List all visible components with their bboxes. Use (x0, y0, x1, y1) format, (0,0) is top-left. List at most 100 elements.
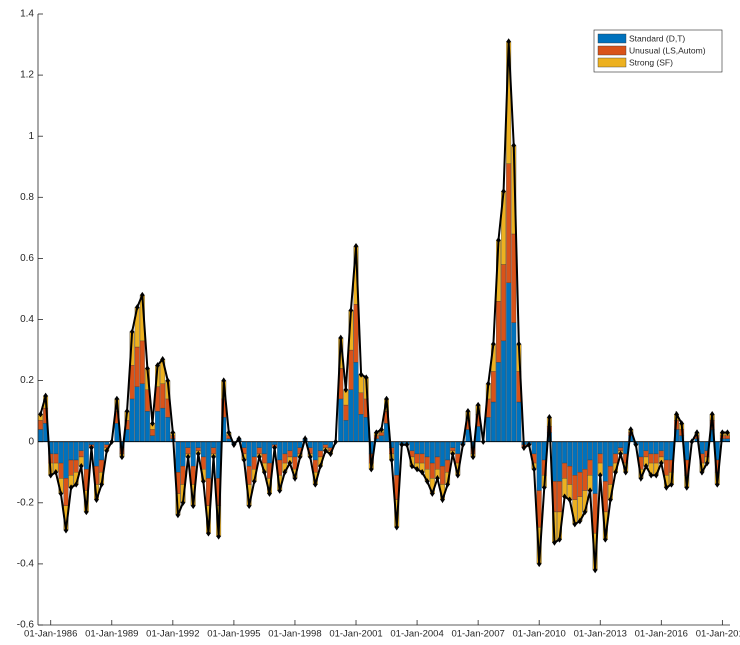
bar-segment (511, 322, 517, 442)
bar-segment (348, 389, 354, 442)
line-marker (486, 380, 491, 387)
bar-segment (577, 441, 583, 473)
bar-segment (394, 441, 400, 476)
y-tick-label: 0.8 (20, 192, 34, 203)
bar-segment (602, 441, 608, 482)
bar-segment (63, 478, 69, 507)
line-marker (262, 469, 267, 476)
line-marker (369, 465, 374, 473)
bar-segment (485, 417, 491, 442)
bar-segment (160, 383, 166, 409)
bar-segment (246, 441, 252, 467)
line-marker (104, 447, 109, 455)
line-marker (704, 459, 710, 467)
line-marker (552, 539, 557, 546)
line-marker (206, 530, 211, 537)
line-marker (73, 481, 79, 488)
line-marker (170, 429, 176, 436)
line-marker (653, 472, 659, 479)
line-marker (399, 441, 405, 448)
x-tick-label: 01-Jan-2007 (451, 629, 504, 640)
bar-segment (307, 441, 313, 448)
bar-segment (506, 163, 512, 283)
line-marker (84, 508, 89, 516)
line-marker (720, 429, 725, 436)
line-marker (43, 392, 48, 400)
bar-segment (68, 441, 74, 461)
line-marker (63, 527, 69, 534)
bar-segment (643, 441, 649, 452)
line-marker (628, 426, 634, 433)
x-tick-label: 01-Jan-2004 (390, 629, 443, 640)
line-marker (725, 429, 730, 436)
bar-segment (419, 441, 425, 455)
line-marker (358, 371, 364, 378)
line-marker (506, 38, 511, 45)
bar-segment (58, 441, 64, 464)
bar-segment (160, 407, 166, 442)
bar-segment (63, 441, 69, 479)
x-tick-label: 01-Jan-1992 (146, 629, 199, 640)
x-tick-label: 01-Jan-2001 (329, 629, 382, 640)
x-tick-label: 01-Jan-2016 (635, 629, 688, 640)
line-marker (374, 429, 379, 436)
bar-segment (618, 441, 624, 448)
line-marker (425, 478, 430, 485)
line-marker (460, 441, 466, 448)
line-marker (664, 484, 669, 491)
line-marker (307, 453, 313, 461)
line-marker (414, 465, 420, 473)
bar-segment (246, 465, 252, 485)
line-marker (221, 377, 226, 384)
bar-segment (104, 441, 110, 445)
line-marker (282, 469, 288, 476)
bar-segment (38, 420, 43, 430)
bar-segment (338, 398, 344, 442)
bar-segment (450, 447, 456, 452)
legend-label: Strong (SF) (629, 57, 673, 67)
line-marker (567, 496, 572, 503)
bar-segment (638, 441, 644, 458)
bar-segment (287, 450, 293, 458)
bar-segment (292, 441, 298, 458)
bar-segment (323, 441, 328, 445)
line-marker (267, 490, 272, 497)
line-marker (185, 453, 191, 461)
bar-segment (200, 441, 206, 458)
bar-segment (312, 441, 318, 461)
bar-segment (419, 453, 425, 464)
line-marker (430, 490, 435, 497)
line-marker (603, 536, 608, 543)
bar-segment (261, 441, 267, 455)
line-marker (246, 502, 252, 510)
line-marker (231, 441, 237, 448)
bar-segment (592, 441, 598, 494)
bar-segment (211, 441, 216, 448)
bar-segment (165, 417, 171, 442)
bar-segment (424, 456, 430, 470)
bar-segment (195, 447, 201, 452)
line-marker (435, 475, 440, 482)
bar-segment (58, 462, 64, 479)
bar-segment (155, 410, 161, 442)
line-marker (531, 465, 537, 473)
bar-segment (440, 441, 445, 467)
line-marker (521, 444, 527, 452)
bar-segment (607, 465, 613, 485)
line-marker (89, 444, 94, 452)
bar-segment (241, 441, 247, 448)
line-marker (715, 481, 720, 488)
bar-segment (725, 435, 730, 439)
line-marker (684, 484, 689, 491)
line-marker (572, 520, 578, 528)
line-marker (679, 420, 684, 427)
line-marker (542, 484, 547, 491)
bar-segment (129, 398, 135, 442)
line-marker (58, 490, 64, 497)
bar-segment (653, 441, 659, 455)
line-marker (592, 566, 598, 574)
bar-segment (445, 441, 451, 461)
bar-segment (648, 453, 654, 464)
bar-segment (175, 441, 181, 473)
